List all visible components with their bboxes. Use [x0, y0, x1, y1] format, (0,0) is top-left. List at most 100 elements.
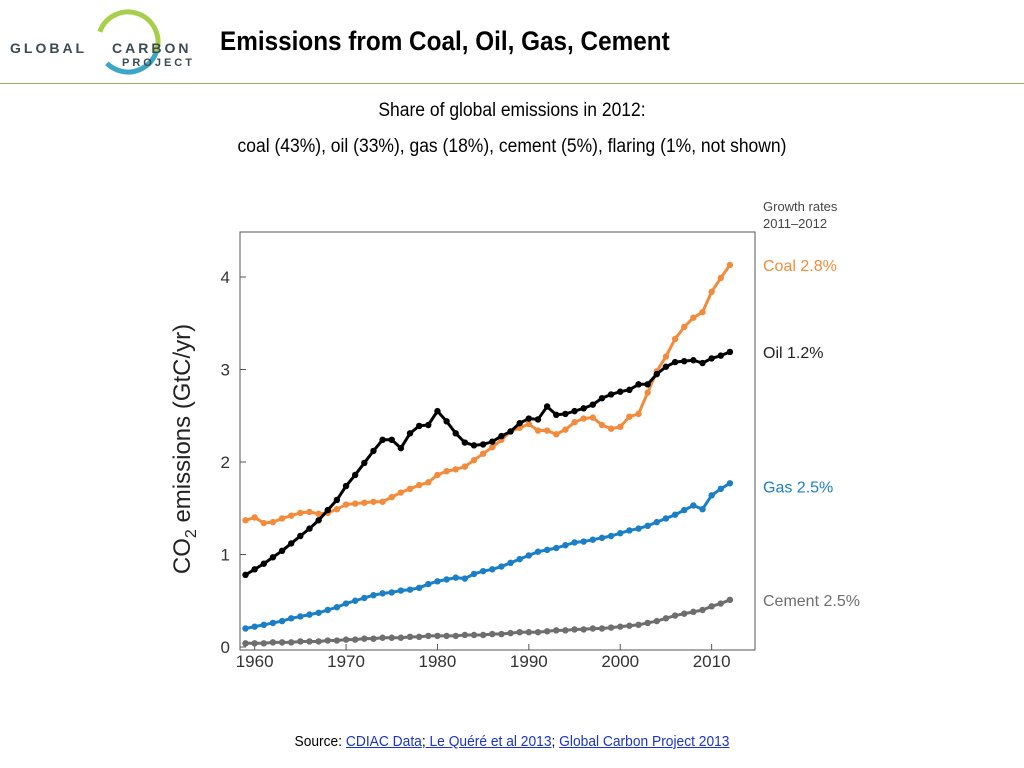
data-point-gas [379, 590, 386, 597]
data-point-gas [681, 506, 688, 514]
data-point-gas [644, 522, 651, 530]
data-point-gas [242, 625, 249, 632]
subtitle-line-2: coal (43%), oil (33%), gas (18%), cement… [237, 136, 787, 157]
data-point-cement [406, 633, 414, 641]
y-tick-label: 2 [221, 453, 230, 472]
emissions-line-chart: 0 1 2 3 4 1960 1970 1980 1990 2000 2010 CO2 emissio… [169, 199, 860, 671]
data-point-gas [635, 525, 642, 532]
data-point-oil [516, 419, 523, 427]
source-prefix: Source: [294, 733, 346, 750]
data-point-gas [626, 527, 633, 534]
data-point-cement [580, 626, 587, 633]
data-point-coal [278, 515, 286, 522]
data-point-gas [415, 584, 423, 591]
data-point-cement [324, 637, 331, 644]
data-point-cement [470, 631, 478, 639]
data-point-oil [617, 388, 624, 395]
data-point-coal [443, 468, 450, 475]
data-point-coal [397, 489, 405, 496]
data-point-coal [351, 500, 359, 507]
data-point-cement [507, 629, 514, 637]
data-point-gas [525, 552, 533, 559]
data-point-cement [434, 632, 441, 640]
data-point-oil [461, 439, 469, 446]
data-point-cement [699, 606, 706, 614]
series-label-gas: Gas 2.5% [763, 479, 833, 496]
data-point-coal [681, 323, 688, 331]
data-point-cement [598, 625, 606, 632]
data-point-cement [708, 603, 715, 610]
data-point-cement [671, 612, 679, 619]
data-point-cement [589, 625, 597, 632]
data-point-gas [406, 586, 414, 593]
data-point-cement [333, 637, 341, 644]
data-point-coal [379, 498, 386, 505]
slide-title: Emissions from Coal, Oil, Gas, Cement [220, 26, 670, 56]
data-point-gas [288, 615, 295, 622]
data-point-gas [571, 539, 578, 546]
data-point-oil [717, 352, 724, 359]
x-tick-label: 2000 [601, 652, 639, 671]
data-point-oil [397, 444, 405, 452]
data-point-cement [278, 639, 286, 646]
source-link-gcp[interactable]: Global Carbon Project 2013 [559, 733, 730, 750]
data-point-oil [662, 363, 670, 370]
data-point-gas [324, 606, 331, 614]
data-point-gas [708, 492, 715, 499]
subtitle-line-1: Share of global emissions in 2012: [378, 100, 646, 121]
data-point-cement [543, 628, 551, 635]
data-point-oil [635, 381, 642, 388]
data-point-coal [434, 471, 441, 479]
data-point-gas [589, 536, 597, 543]
data-point-gas [434, 578, 441, 585]
data-point-oil [644, 381, 651, 388]
source-link-le-quere[interactable]: Le Quéré et al 2013 [425, 733, 552, 750]
data-point-oil [315, 517, 322, 524]
global-carbon-project-logo: GLOBAL CARBON PROJECT [8, 6, 208, 78]
data-point-coal [342, 501, 350, 508]
data-point-cement [242, 640, 249, 647]
data-point-coal [617, 423, 624, 431]
data-point-cement [489, 630, 496, 638]
data-point-gas [516, 555, 523, 563]
legend-title: Growth rates [763, 199, 838, 214]
data-point-coal [425, 479, 432, 486]
data-point-cement [260, 640, 267, 647]
data-point-cement [479, 631, 487, 639]
data-point-oil [498, 432, 505, 440]
data-point-coal [644, 389, 651, 396]
source-link-cdiac[interactable]: CDIAC Data [345, 733, 422, 750]
data-point-coal [269, 518, 277, 526]
data-point-cement [498, 630, 505, 638]
data-point-gas [553, 544, 560, 552]
data-point-coal [671, 335, 679, 343]
data-point-coal [297, 509, 304, 517]
data-point-gas [617, 530, 624, 537]
data-point-coal [717, 274, 724, 282]
x-tick-label: 2010 [693, 652, 731, 671]
data-point-oil [489, 438, 496, 445]
data-point-gas [342, 600, 350, 607]
data-point-gas [562, 542, 569, 549]
data-point-coal [690, 314, 697, 321]
data-point-oil [370, 447, 377, 455]
data-point-oil [543, 403, 551, 410]
x-tick-label: 1960 [236, 652, 274, 671]
data-point-oil [361, 459, 368, 467]
data-point-coal [260, 519, 267, 527]
slide-header: GLOBAL CARBON PROJECT Emissions from Coa… [0, 0, 1024, 84]
data-point-oil [726, 348, 734, 356]
y-tick-label: 0 [221, 638, 230, 657]
legend-title: 2011–2012 [763, 216, 827, 231]
data-point-gas [607, 532, 615, 540]
data-point-oil [681, 357, 688, 365]
data-point-oil [425, 421, 432, 429]
data-point-oil [507, 428, 514, 435]
data-point-oil [297, 532, 304, 540]
data-point-oil [324, 506, 331, 514]
data-point-coal [251, 514, 258, 521]
data-point-gas [370, 592, 377, 599]
series-line-oil [244, 350, 731, 577]
data-point-oil [699, 359, 706, 367]
data-point-cement [361, 635, 368, 642]
